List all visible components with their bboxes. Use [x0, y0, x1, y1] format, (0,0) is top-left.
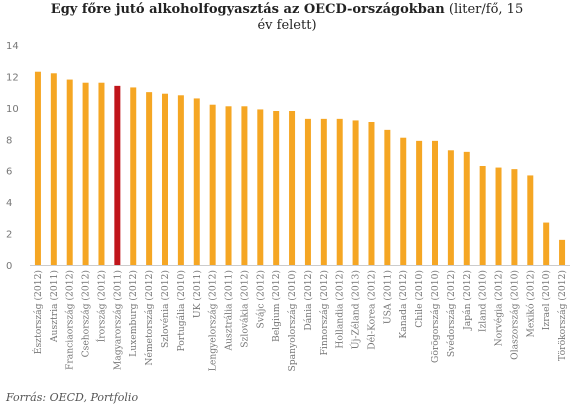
x-tick-label: Észtország (2012)	[32, 270, 44, 354]
bar	[432, 140, 438, 265]
x-tick-label: Ausztria (2011)	[49, 270, 60, 343]
x-tick-label: Írország (2012)	[95, 270, 107, 342]
x-tick-label: Finnország (2012)	[319, 270, 330, 355]
bar	[463, 151, 470, 265]
bar	[114, 85, 121, 265]
x-tick-label: Németország (2012)	[144, 270, 155, 366]
y-tick-label: 12	[6, 72, 19, 83]
x-tick-label: Szlovénia (2012)	[160, 270, 171, 348]
bar	[336, 118, 343, 265]
chart-title: Egy főre jutó alkoholfogyasztás az OECD-…	[0, 2, 574, 34]
x-tick-label: Luxemburg (2012)	[128, 270, 139, 357]
chart-title-bold: Egy főre jutó alkoholfogyasztás az OECD-…	[50, 2, 445, 17]
axis-layer: 0 2 4 6 8 10 12 14	[6, 41, 570, 272]
x-tick-label: Franciaország (2012)	[65, 270, 76, 370]
bar	[479, 166, 486, 265]
x-tick-label: Törökország (2012)	[557, 270, 568, 361]
bar	[177, 95, 184, 265]
x-tick-label: Dél-Korea (2012)	[366, 270, 377, 350]
x-tick-label: Magyarország (2011)	[112, 270, 123, 370]
x-tick-label: Kanada (2012)	[398, 270, 409, 339]
bar	[162, 93, 168, 266]
x-tick-label: Olaszország (2010)	[509, 270, 520, 360]
x-tick-label: Chile (2010)	[414, 270, 425, 328]
x-tick-label: Lengyelország (2012)	[208, 270, 219, 371]
y-tick-label: 0	[6, 261, 12, 272]
chart-title-line2: év felett)	[257, 18, 317, 33]
bar	[193, 98, 200, 266]
x-tick-label: UK (2011)	[192, 270, 203, 318]
chart-title-rest: (liter/fő, 15	[444, 2, 524, 17]
bar	[209, 104, 216, 266]
x-tick-label: Mexikó (2012)	[525, 270, 536, 338]
bar	[98, 82, 105, 266]
bar	[400, 137, 407, 265]
bar	[559, 239, 566, 265]
category-label-layer: Észtország (2012) Ausztria (2011) Franciao…	[32, 270, 568, 372]
x-tick-label: Izland (2010)	[478, 270, 489, 332]
x-tick-label: Ausztrália (2011)	[224, 270, 235, 352]
source-note: Forrás: OECD, Portfolio	[6, 391, 139, 404]
x-tick-label: Görögország (2010)	[430, 270, 441, 363]
bar	[257, 109, 264, 266]
x-tick-label: USA (2011)	[382, 270, 393, 324]
y-tick-label: 8	[6, 135, 12, 146]
x-tick-label: Japán (2012)	[462, 270, 473, 331]
bar	[50, 73, 57, 265]
bar	[241, 106, 248, 265]
bar	[82, 82, 89, 266]
bar-layer	[34, 71, 566, 266]
bar	[225, 106, 232, 265]
x-tick-label: Csehország (2012)	[81, 270, 92, 357]
x-tick-label: Norvégia (2012)	[494, 270, 505, 346]
x-tick-label: Svájc (2012)	[255, 270, 266, 328]
x-tick-label: Új-Zéland (2013)	[350, 270, 362, 349]
y-tick-label: 6	[6, 167, 12, 178]
bar	[511, 169, 518, 265]
x-tick-label: Izrael (2010)	[541, 270, 552, 330]
bar	[320, 118, 327, 265]
x-tick-label: Portugália (2010)	[176, 270, 187, 352]
x-tick-label: Spanyolország (2010)	[287, 270, 298, 372]
x-tick-label: Hollandia (2012)	[335, 270, 346, 349]
x-tick-label: Szlovákia (2012)	[239, 270, 250, 348]
bar	[368, 122, 375, 265]
bar	[527, 175, 534, 265]
x-tick-label: Belgium (2012)	[271, 270, 282, 342]
bar	[352, 120, 359, 266]
bar	[543, 222, 550, 265]
x-tick-label: Svédország (2012)	[446, 270, 457, 357]
bar	[447, 150, 454, 265]
y-tick-label: 10	[6, 104, 19, 115]
bar	[289, 111, 296, 265]
bar	[146, 92, 153, 265]
bar	[130, 87, 137, 266]
y-tick-label: 14	[6, 41, 19, 52]
bar	[34, 71, 41, 266]
bar	[384, 129, 391, 265]
y-tick-label: 2	[6, 230, 12, 241]
bar	[304, 118, 311, 265]
bar	[273, 111, 280, 265]
x-tick-label: Dánia (2012)	[303, 270, 314, 331]
bar	[495, 167, 502, 265]
bar	[416, 140, 423, 265]
y-tick-label: 4	[6, 198, 12, 209]
bar	[66, 79, 73, 265]
